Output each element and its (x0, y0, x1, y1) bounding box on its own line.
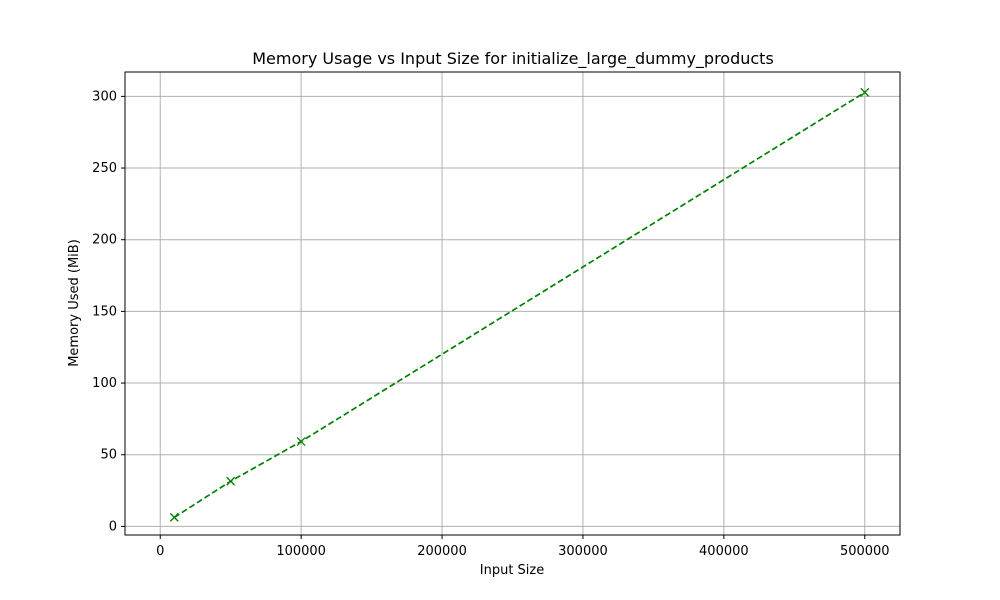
y-axis-label: Memory Used (MiB) (67, 239, 82, 367)
x-tick-label: 300000 (558, 544, 608, 559)
y-tick-label: 0 (109, 519, 117, 534)
data-point-marker (169, 512, 179, 522)
marker-stroke (296, 437, 306, 446)
x-axis-label: Input Size (480, 563, 544, 578)
series-layer (169, 87, 870, 522)
y-tick-label: 150 (92, 304, 117, 319)
y-tick-label: 300 (92, 89, 117, 104)
x-tick-label: 100000 (276, 544, 326, 559)
data-point-marker (296, 437, 306, 446)
y-tick-label: 50 (100, 448, 117, 463)
plot-area: 0 100000 200000 300000 400000 500000 0 50 100 15… (92, 71, 901, 559)
x-tick-label: 500000 (840, 544, 890, 559)
x-axis-ticks: 0 100000 200000 300000 400000 500000 (156, 535, 890, 559)
y-tick-label: 250 (92, 161, 117, 176)
y-tick-label: 200 (92, 233, 117, 248)
y-axis-ticks: 0 50 100 150 200 250 300 (92, 89, 125, 534)
chart-title: Memory Usage vs Input Size for initializ… (252, 49, 774, 69)
x-tick-label: 400000 (699, 544, 749, 559)
series-line (173, 91, 866, 519)
data-point-marker (860, 87, 870, 97)
data-point-marker (226, 476, 236, 486)
grid-lines (125, 72, 900, 535)
y-tick-label: 100 (92, 376, 117, 391)
marker-stroke (860, 87, 870, 97)
axes-frame (124, 71, 901, 536)
marker-stroke (169, 512, 179, 522)
x-tick-label: 200000 (417, 544, 467, 559)
x-tick-label: 0 (156, 544, 164, 559)
marker-stroke (226, 476, 236, 486)
